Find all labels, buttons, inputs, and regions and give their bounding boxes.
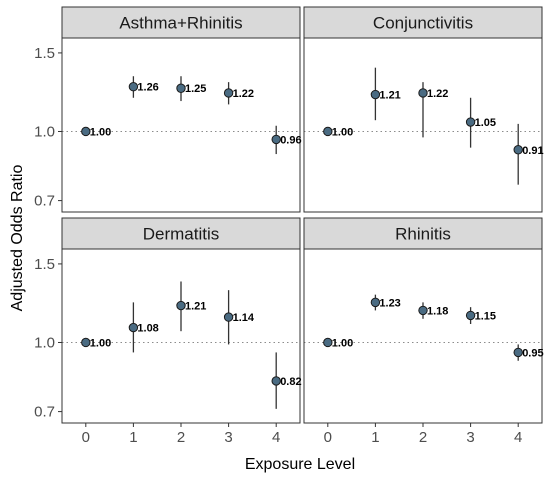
data-point xyxy=(465,117,476,127)
panel-border xyxy=(61,37,301,213)
data-label: 1.08 xyxy=(137,323,158,335)
facet-strip xyxy=(303,217,543,250)
data-label: 1.05 xyxy=(475,117,496,129)
facet-strip xyxy=(61,6,301,39)
data-point xyxy=(418,305,428,316)
data-point xyxy=(271,376,281,386)
x-tick-label: 1 xyxy=(129,429,137,446)
data-label: 1.22 xyxy=(427,88,448,100)
facet-strip xyxy=(303,6,543,39)
x-tick-label: 0 xyxy=(82,429,90,446)
y-axis-title: Adjusted Odds Ratio xyxy=(9,165,26,312)
data-point xyxy=(370,297,381,308)
data-point xyxy=(81,126,91,137)
y-tick-label: 1.5 xyxy=(34,45,55,62)
y-tick-label: 1.0 xyxy=(34,123,55,140)
x-tick-label: 0 xyxy=(324,429,332,446)
x-tick-label: 2 xyxy=(177,429,185,446)
data-label: 1.00 xyxy=(90,126,111,138)
data-label: 0.82 xyxy=(280,376,301,388)
data-label: 1.00 xyxy=(90,337,111,349)
data-label: 1.23 xyxy=(379,297,400,309)
data-point xyxy=(223,88,234,98)
data-point xyxy=(81,337,91,348)
data-point xyxy=(513,145,523,155)
data-label: 1.00 xyxy=(332,126,353,138)
plot-area xyxy=(304,249,542,423)
data-point xyxy=(323,337,333,348)
data-label: 0.91 xyxy=(522,145,543,157)
x-axis-title: Exposure Level xyxy=(245,456,355,473)
data-point xyxy=(223,312,234,322)
data-point xyxy=(176,83,186,93)
facet-title: Asthma+Rhinitis xyxy=(119,14,242,33)
data-point xyxy=(323,126,333,137)
data-point xyxy=(370,89,381,100)
facet-title: Rhinitis xyxy=(395,225,451,244)
facet-panel: Asthma+Rhinitis 0.7 1.0 1.5 1.00 1.26 1.25 1.22… xyxy=(34,6,302,213)
data-label: 1.22 xyxy=(233,88,254,100)
data-point xyxy=(513,347,523,358)
data-label: 1.18 xyxy=(427,305,448,317)
facet-panel: Rhinitis 0 1 2 3 4 1.00 1.23 1.18 1.15 0.95 xyxy=(303,217,544,446)
panel-border xyxy=(303,37,543,213)
x-tick-label: 2 xyxy=(419,429,427,446)
facet-panel: Dermatitis 0.7 1.0 1.5 0 1 2 3 4 1.00 1.08 1.21 1.14… xyxy=(34,217,302,446)
data-point xyxy=(128,81,139,92)
facet-title: Conjunctivitis xyxy=(373,14,473,33)
x-tick-label: 3 xyxy=(466,429,474,446)
y-tick-label: 0.7 xyxy=(34,404,55,421)
data-label: 0.95 xyxy=(522,347,543,359)
plot-area xyxy=(62,249,300,423)
data-label: 1.21 xyxy=(379,90,400,102)
x-tick-label: 4 xyxy=(514,429,522,446)
data-label: 1.25 xyxy=(185,83,206,95)
facet-title: Dermatitis xyxy=(143,225,220,244)
y-tick-label: 1.0 xyxy=(34,334,55,351)
data-label: 1.14 xyxy=(233,312,255,324)
data-point xyxy=(128,322,139,333)
data-point xyxy=(176,300,186,311)
x-tick-label: 3 xyxy=(224,429,232,446)
x-tick-label: 1 xyxy=(371,429,379,446)
data-label: 0.96 xyxy=(280,134,301,146)
data-point xyxy=(418,88,428,98)
data-point xyxy=(465,310,476,321)
data-label: 1.26 xyxy=(137,82,158,94)
facet-panel: Conjunctivitis 1.00 1.21 1.22 1.05 0.91 xyxy=(303,6,544,213)
data-label: 1.15 xyxy=(475,310,496,322)
y-tick-label: 0.7 xyxy=(34,193,55,210)
x-tick-label: 4 xyxy=(272,429,280,446)
y-tick-label: 1.5 xyxy=(34,256,55,273)
data-label: 1.21 xyxy=(185,301,206,313)
plot-area xyxy=(62,38,300,212)
data-point xyxy=(271,134,281,145)
data-label: 1.00 xyxy=(332,337,353,349)
